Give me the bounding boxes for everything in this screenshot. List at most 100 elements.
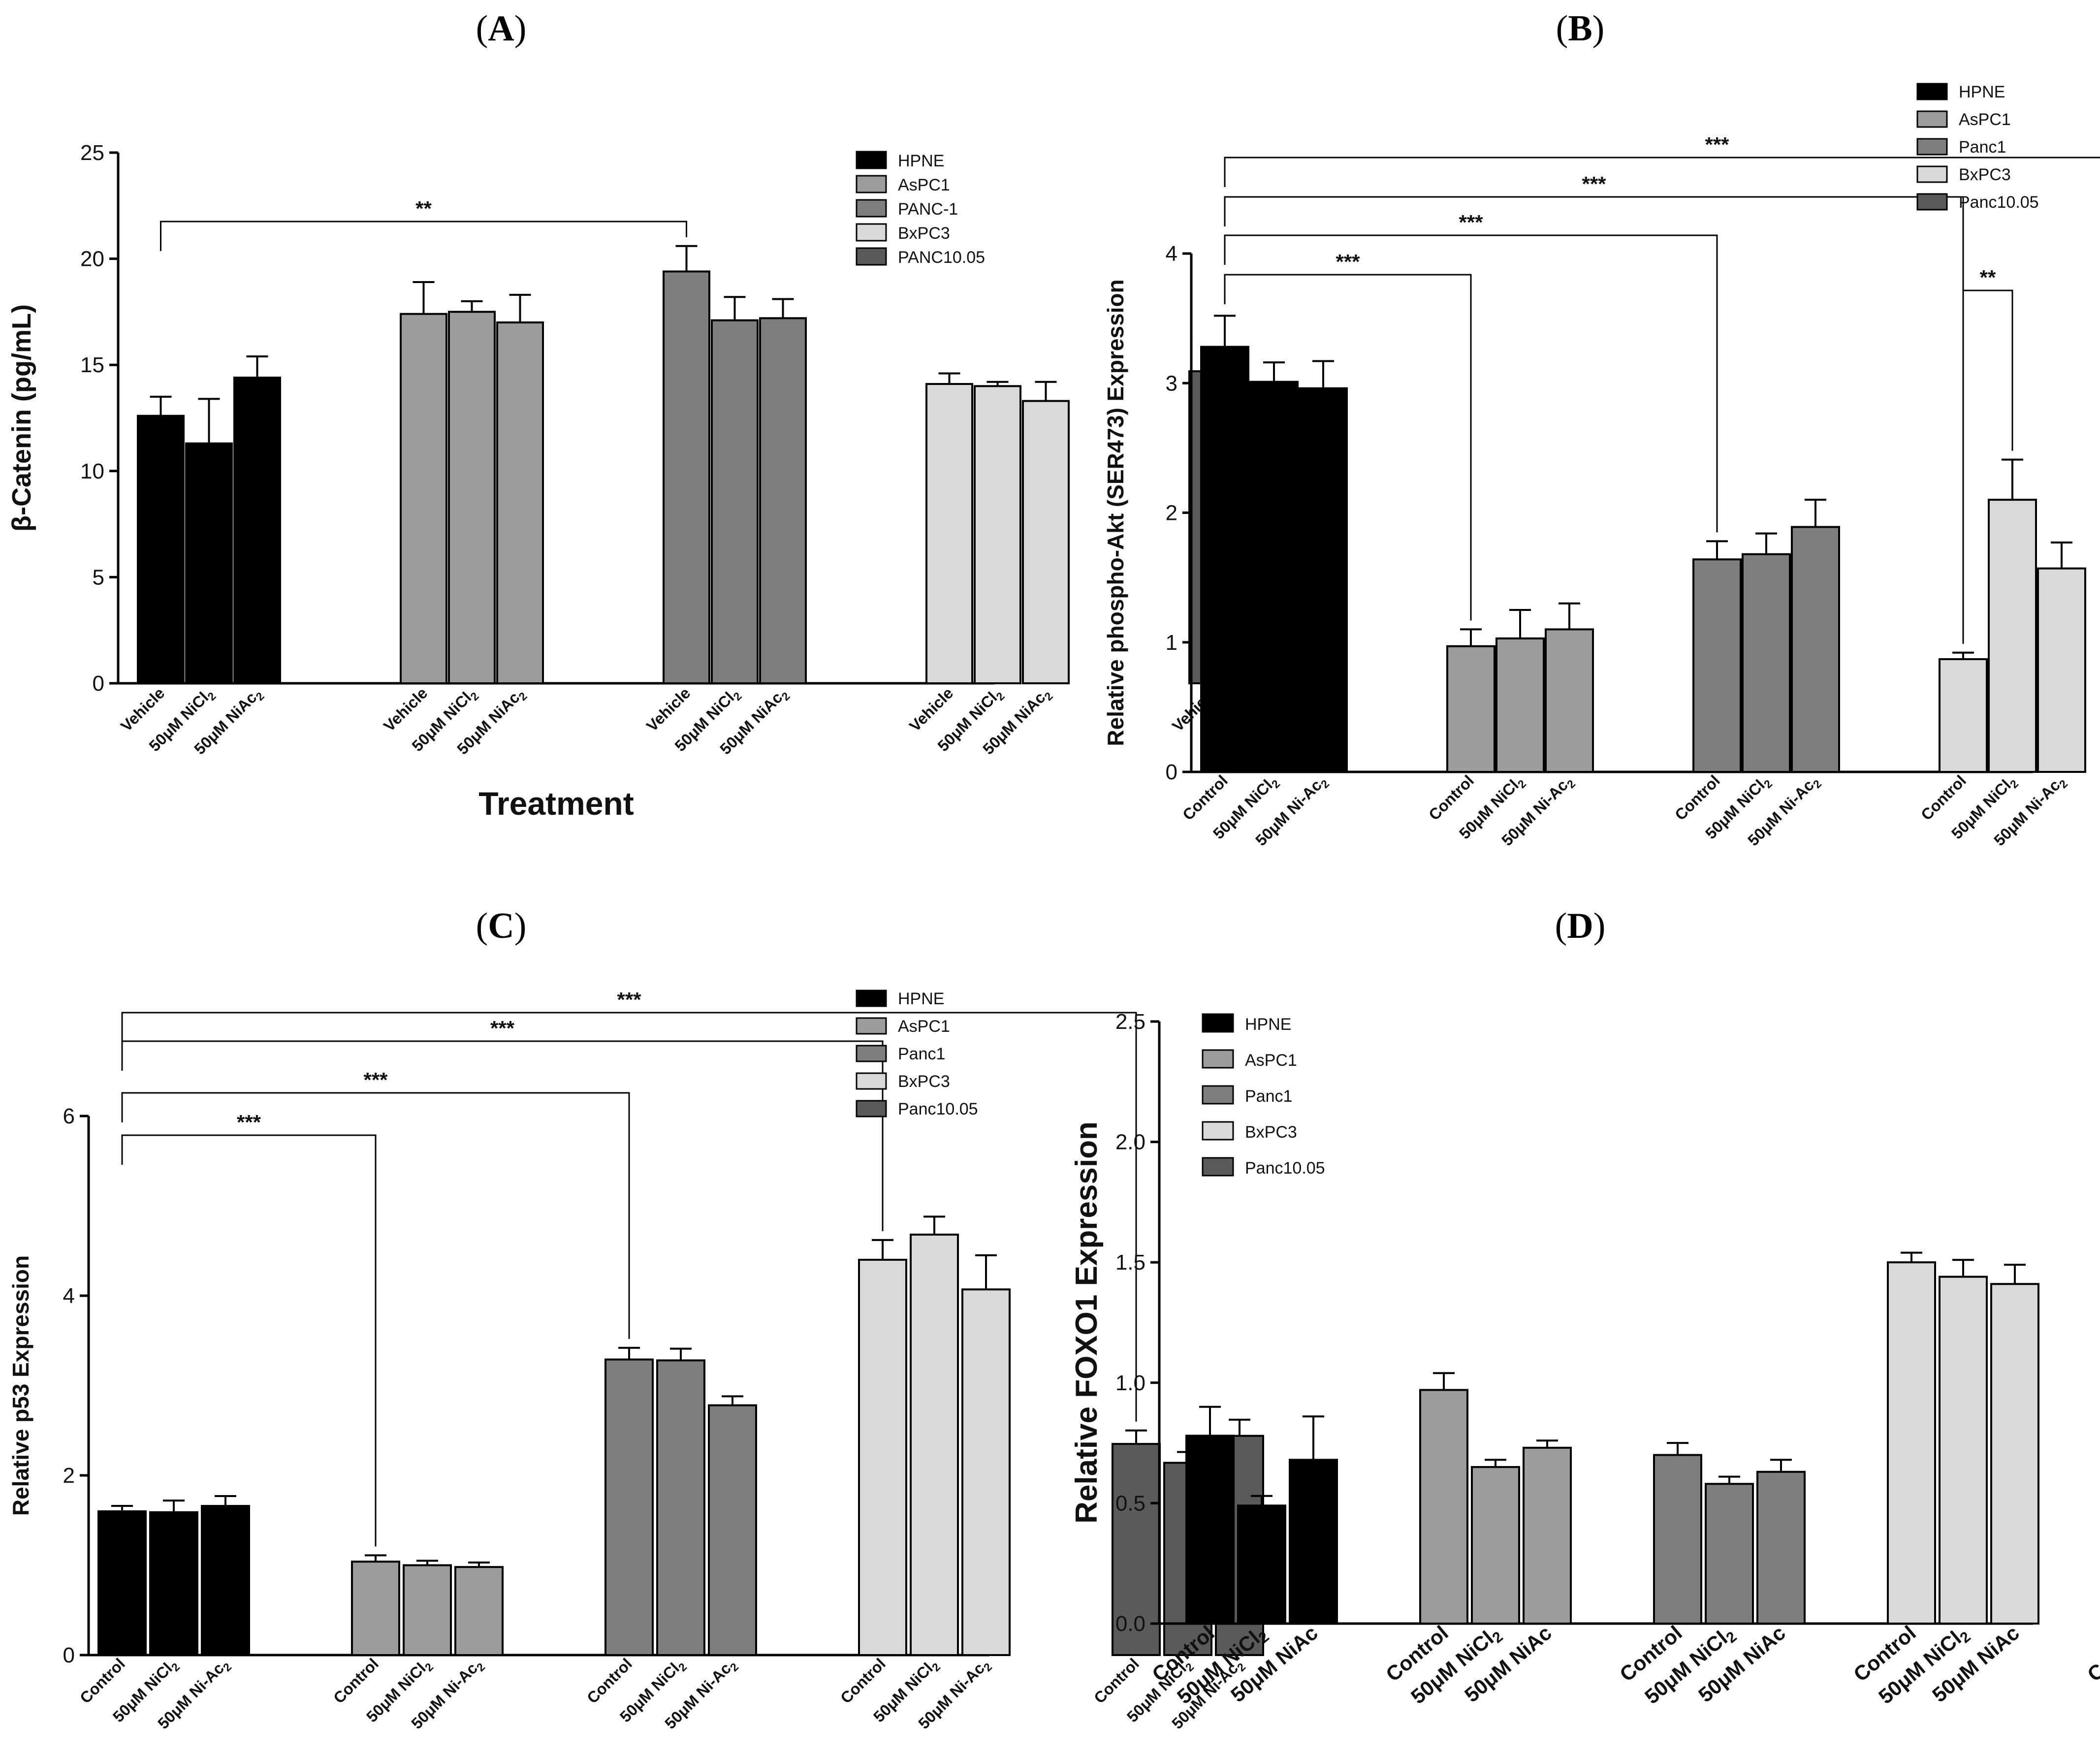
- significance-label: **: [415, 197, 432, 220]
- legend-entry: AsPC1: [898, 1017, 950, 1036]
- legend-entry: BxPC3: [898, 224, 950, 243]
- bar: [1289, 1459, 1338, 1625]
- bar: [605, 1358, 654, 1656]
- significance-label: **: [1980, 266, 1996, 289]
- y-tick-label: 0: [93, 671, 104, 696]
- bar: [201, 1505, 250, 1657]
- legend-entry: AsPC1: [1245, 1051, 1297, 1070]
- category-label: Control: [76, 1655, 128, 1707]
- legend-swatch: [1202, 1013, 1234, 1033]
- legend-entry: HPNE: [1959, 83, 2005, 101]
- bar: [1791, 526, 1840, 773]
- significance-label: ***: [1336, 250, 1360, 273]
- bar: [1705, 1483, 1754, 1625]
- bar: [97, 1510, 147, 1656]
- legend-entry: PANC10.05: [898, 248, 985, 267]
- y-axis-label: Relative p53 Expression: [8, 1255, 33, 1516]
- bar: [1022, 400, 1070, 684]
- significance-bracket: [121, 1040, 884, 1231]
- bar: [656, 1359, 705, 1656]
- y-axis-label: β-Catenin (pg/mL): [7, 304, 36, 532]
- bar: [1249, 381, 1299, 773]
- bar: [1990, 1283, 2039, 1625]
- legend: HPNE AsPC1 Panc1 BxPC3 Panc10.05: [1916, 83, 2039, 212]
- legend-swatch: [1202, 1121, 1234, 1141]
- bar: [1471, 1466, 1520, 1625]
- category-label: Control: [837, 1655, 889, 1707]
- legend: HPNE AsPC1 Panc1 BxPC3 Panc10.05: [856, 989, 978, 1118]
- significance-bracket: [121, 1012, 1137, 1422]
- category-label: Control: [583, 1655, 636, 1707]
- legend-entry: Panc1: [1245, 1087, 1292, 1106]
- bar: [448, 311, 496, 684]
- bar: [1692, 558, 1742, 773]
- bar: [759, 317, 807, 684]
- bar: [1939, 658, 1988, 773]
- significance-label: ***: [490, 1017, 515, 1040]
- bar: [1545, 628, 1594, 773]
- legend-swatch: [1916, 110, 1948, 128]
- bar: [1200, 346, 1249, 773]
- y-tick-label: 6: [63, 1104, 75, 1128]
- y-tick-label: 4: [63, 1284, 75, 1308]
- bar: [663, 270, 710, 684]
- y-tick-label: 15: [80, 353, 104, 377]
- panel-label-a: (A): [476, 8, 527, 49]
- bar: [454, 1566, 504, 1656]
- bar: [1742, 553, 1791, 773]
- bar: [1756, 1470, 1806, 1625]
- legend-entry: Panc1: [898, 1045, 945, 1063]
- legend-entry: BxPC3: [1245, 1123, 1297, 1142]
- significance-label: ***: [1705, 133, 1729, 156]
- bar: [1446, 645, 1495, 773]
- legend-swatch: [1916, 193, 1948, 211]
- legend-swatch: [856, 1017, 887, 1035]
- legend-swatch: [1202, 1085, 1234, 1105]
- legend: HPNE AsPC1 PANC-1 BxPC3 PANC10.05: [856, 151, 985, 267]
- significance-label: ***: [237, 1111, 261, 1134]
- significance-label: ***: [363, 1068, 388, 1091]
- legend-entry: Panc10.05: [1245, 1159, 1325, 1178]
- category-label: Control: [2083, 1621, 2100, 1686]
- bar: [400, 313, 447, 684]
- legend-swatch: [856, 247, 887, 266]
- legend: HPNE AsPC1 Panc1 BxPC3 Panc10.05: [1202, 1013, 1325, 1178]
- legend-swatch: [856, 151, 887, 169]
- chart-d: 0.0 0.5 1.0 1.5 2.0 2.5 Relative FOXO1 Express…: [1070, 1010, 2100, 1708]
- legend-swatch: [856, 1100, 887, 1117]
- significance-bracket: [121, 1134, 377, 1547]
- y-tick-label: 1.0: [1115, 1371, 1145, 1395]
- legend-swatch: [1916, 138, 1948, 156]
- legend-entry: AsPC1: [898, 176, 950, 194]
- legend-entry: HPNE: [1245, 1015, 1291, 1034]
- x-axis-label: Treatment: [478, 785, 634, 822]
- legend-entry: BxPC3: [1959, 165, 2011, 184]
- bar: [1653, 1454, 1702, 1625]
- y-tick-label: 2.0: [1115, 1130, 1145, 1154]
- category-label: Control: [1090, 1655, 1143, 1707]
- y-tick-label: 3: [1166, 371, 1177, 395]
- legend-entry: Panc10.05: [1959, 193, 2039, 212]
- bar: [496, 321, 544, 684]
- significance-bracket: [121, 1092, 630, 1339]
- bar: [708, 1404, 757, 1656]
- significance-label: ***: [1582, 172, 1606, 195]
- y-axis-label: Relative phospho-Akt (SER473) Expression: [1103, 279, 1128, 746]
- y-tick-label: 1: [1166, 631, 1177, 655]
- bar: [1185, 1435, 1235, 1625]
- legend-swatch: [1202, 1049, 1234, 1069]
- bar: [1988, 499, 2037, 773]
- bar: [233, 377, 281, 684]
- bar: [1523, 1446, 1572, 1625]
- bar: [2037, 567, 2086, 773]
- legend-entry: BxPC3: [898, 1072, 950, 1091]
- legend-entry: PANC-1: [898, 200, 958, 219]
- significance-bracket: [1224, 274, 1472, 621]
- y-tick-label: 2: [63, 1464, 75, 1488]
- significance-bracket: [1962, 289, 2013, 451]
- bar: [974, 385, 1021, 684]
- significance-bracket: [1224, 157, 2100, 187]
- bar: [711, 319, 759, 684]
